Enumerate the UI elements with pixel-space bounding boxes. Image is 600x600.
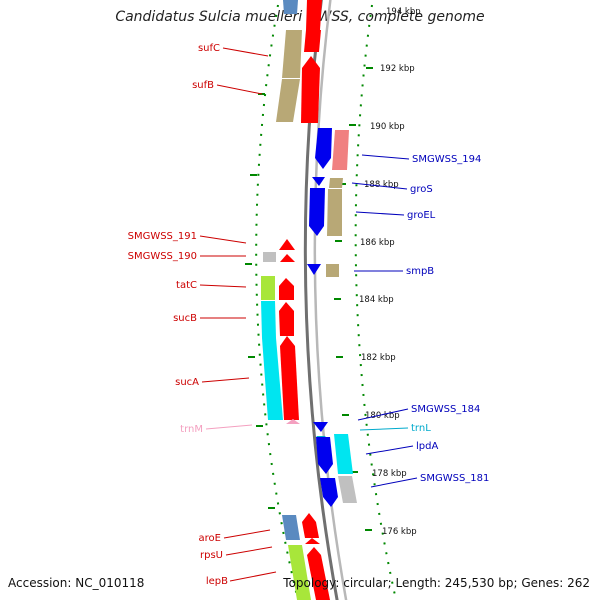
kbp-label-190: 190 kbp [370, 122, 405, 132]
gene-groEL [309, 188, 342, 236]
label-rpsU: rpsU [200, 550, 223, 561]
gene-aroE [282, 513, 319, 540]
leader-lines-right [351, 154, 418, 488]
gene-labels-right: SMGWSS_194 groS groEL smpB SMGWSS_184 tr… [406, 154, 489, 484]
topology-summary: Topology: circular; Length: 245,530 bp; … [283, 576, 590, 590]
gene-SMGWSS-191 [279, 239, 295, 250]
leader-lines-left [199, 47, 277, 582]
kbp-label-188: 188 kbp [364, 180, 399, 190]
gene-lepB [288, 545, 330, 600]
label-SMGWSS-181: SMGWSS_181 [420, 473, 489, 484]
label-SMGWSS-184: SMGWSS_184 [411, 404, 480, 415]
gene-labels-left: sufC sufB SMGWSS_191 SMGWSS_190 tatC suc… [128, 43, 229, 587]
leader-line-trnM [205, 424, 253, 430]
label-sufC: sufC [198, 43, 220, 54]
gene-SMGWSS-194 [315, 128, 349, 170]
label-groEL: groEL [407, 210, 436, 221]
gene-tatC [261, 276, 294, 300]
label-lepB: lepB [206, 576, 228, 587]
map-title: Candidatus Sulcia muelleri GWSS, complet… [115, 9, 485, 25]
major-ticks [245, 67, 373, 531]
label-sucB: sucB [173, 313, 197, 324]
gene-smpB [307, 264, 339, 277]
gene-SMGWSS-181 [320, 476, 357, 507]
kbp-label-182: 182 kbp [361, 353, 396, 363]
leader-line-trnL [359, 427, 409, 431]
gene-rpsU [305, 538, 320, 544]
kbp-label-186: 186 kbp [360, 238, 395, 248]
gene-top-continuation [283, 0, 322, 30]
accession-text: Accession: NC_010118 [8, 576, 145, 590]
gene-trnM [286, 419, 300, 424]
label-sufB: sufB [192, 80, 214, 91]
label-groS: groS [410, 184, 433, 195]
label-lpdA: lpdA [416, 441, 438, 452]
gene-lpdA [316, 434, 353, 474]
label-smpB: smpB [406, 266, 434, 277]
label-SMGWSS-190: SMGWSS_190 [128, 251, 197, 262]
gene-SMGWSS-184 [313, 422, 328, 432]
label-sucA: sucA [175, 377, 199, 388]
kbp-label-178: 178 kbp [372, 469, 407, 479]
kbp-label-176: 176 kbp [382, 527, 417, 537]
label-trnM: trnM [180, 424, 203, 435]
label-aroE: aroE [199, 533, 221, 544]
label-SMGWSS-191: SMGWSS_191 [128, 231, 197, 242]
label-tatC: tatC [176, 280, 197, 291]
label-SMGWSS-194: SMGWSS_194 [412, 154, 481, 165]
kbp-label-184: 184 kbp [359, 295, 394, 305]
gene-sucA [262, 336, 299, 420]
gene-sucB [261, 301, 294, 338]
kbp-label-192: 192 kbp [380, 64, 415, 74]
gene-sufC [282, 30, 321, 78]
label-trnL: trnL [411, 423, 431, 434]
gene-groS [312, 177, 343, 188]
kbp-labels: 194 kbp 192 kbp 190 kbp 188 kbp 186 kbp … [359, 7, 421, 537]
kbp-label-180: 180 kbp [365, 411, 400, 421]
gene-sufB [276, 56, 320, 123]
gene-SMGWSS-190 [263, 252, 295, 262]
backbone-inner [313, 0, 348, 600]
kbp-label-194: 194 kbp [386, 7, 421, 17]
